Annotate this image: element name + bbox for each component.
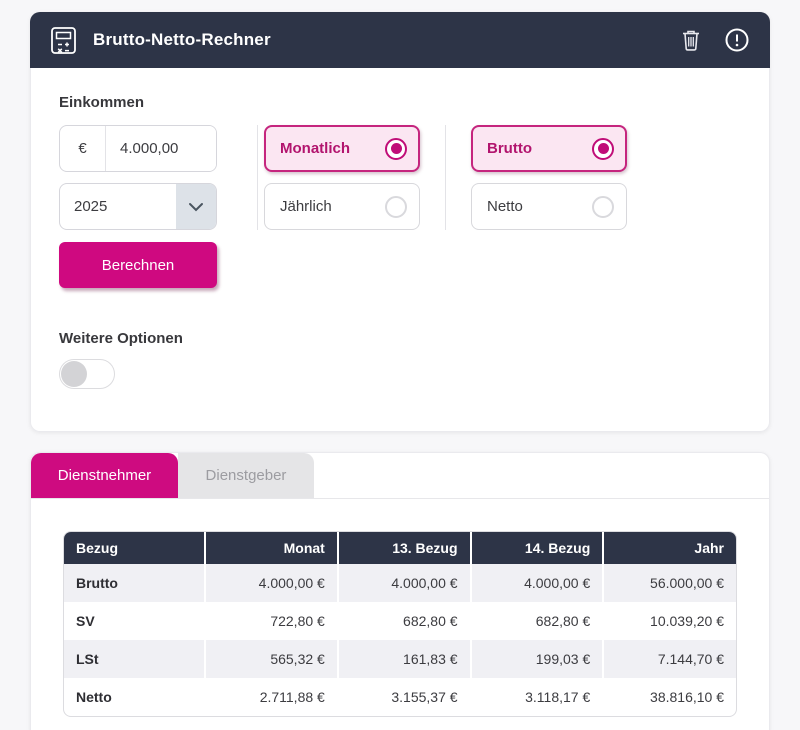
- table-cell: 4.000,00 €: [204, 564, 338, 602]
- radio-unselected-icon: [385, 195, 407, 218]
- radio-selected-icon: [385, 137, 407, 160]
- column-header: 14. Bezug: [469, 532, 604, 564]
- column-header: Bezug: [64, 532, 206, 564]
- table-cell: 56.000,00 €: [602, 564, 736, 602]
- results-table-container: Bezug Monat 13. Bezug 14. Bezug Jahr Bru…: [63, 531, 737, 717]
- radio-selected-icon: [592, 137, 614, 160]
- divider: [257, 125, 258, 230]
- radio-option-monatlich[interactable]: Monatlich: [264, 125, 420, 172]
- currency-prefix: €: [60, 126, 106, 171]
- table-cell: 161,83 €: [336, 640, 471, 678]
- row-label: Brutto: [76, 575, 118, 591]
- table-row: Brutto 4.000,00 € 4.000,00 € 4.000,00 € …: [64, 564, 736, 602]
- table-cell: 4.000,00 €: [336, 564, 471, 602]
- income-section-label: Einkommen: [59, 94, 145, 111]
- divider: [445, 125, 446, 230]
- radio-unselected-icon: [592, 195, 614, 218]
- radio-option-label: Monatlich: [280, 140, 350, 157]
- year-select-value: 2025: [74, 198, 108, 215]
- app-title: Brutto-Netto-Rechner: [93, 30, 271, 49]
- table-cell: 722,80 €: [204, 602, 338, 640]
- table-cell: 10.039,20 €: [602, 602, 736, 640]
- radio-option-brutto[interactable]: Brutto: [471, 125, 627, 172]
- table-cell: 4.000,00 €: [469, 564, 604, 602]
- row-label: Netto: [76, 689, 112, 705]
- radio-option-label: Jährlich: [280, 198, 332, 215]
- results-tabstrip: Dienstnehmer Dienstgeber: [31, 453, 769, 499]
- table-header-row: Bezug Monat 13. Bezug 14. Bezug Jahr: [64, 532, 736, 564]
- radio-option-label: Netto: [487, 198, 523, 215]
- tab-dienstnehmer[interactable]: Dienstnehmer: [31, 453, 178, 498]
- calculator-card: Brutto-Netto-Rechner: [30, 12, 770, 432]
- berechnen-button[interactable]: Berechnen: [59, 242, 217, 288]
- app-header: Brutto-Netto-Rechner: [30, 12, 770, 68]
- toggle-knob-icon: [61, 361, 87, 387]
- tab-dienstgeber[interactable]: Dienstgeber: [178, 453, 314, 498]
- amount-input-group: €: [59, 125, 217, 172]
- calculator-icon: [50, 26, 77, 55]
- row-label: LSt: [76, 651, 99, 667]
- column-header: Monat: [204, 532, 338, 564]
- table-cell: 682,80 €: [336, 602, 471, 640]
- table-row: Netto 2.711,88 € 3.155,37 € 3.118,17 € 3…: [64, 678, 736, 716]
- trash-icon[interactable]: [680, 28, 702, 52]
- period-option-group: Monatlich Jährlich: [264, 125, 420, 230]
- table-cell: 3.155,37 €: [336, 678, 471, 716]
- chevron-down-icon: [176, 184, 216, 229]
- income-form-grid: € 2025 Monatlich: [59, 125, 741, 230]
- table-cell: 2.711,88 €: [204, 678, 338, 716]
- table-row: LSt 565,32 € 161,83 € 199,03 € 7.144,70 …: [64, 640, 736, 678]
- results-card: Dienstnehmer Dienstgeber Bezug Monat 13.…: [30, 452, 770, 730]
- type-option-group: Brutto Netto: [471, 125, 627, 230]
- table-row: SV 722,80 € 682,80 € 682,80 € 10.039,20 …: [64, 602, 736, 640]
- table-cell: 38.816,10 €: [602, 678, 736, 716]
- column-header: 13. Bezug: [336, 532, 471, 564]
- info-icon[interactable]: [724, 27, 750, 53]
- results-table: Bezug Monat 13. Bezug 14. Bezug Jahr Bru…: [64, 532, 736, 716]
- amount-input[interactable]: [106, 126, 216, 171]
- more-options-toggle[interactable]: [59, 359, 115, 389]
- radio-option-label: Brutto: [487, 140, 532, 157]
- year-select[interactable]: 2025: [59, 183, 217, 230]
- income-input-column: € 2025: [59, 125, 217, 230]
- radio-option-jaehrlich[interactable]: Jährlich: [264, 183, 420, 230]
- table-cell: 7.144,70 €: [602, 640, 736, 678]
- table-cell: 199,03 €: [469, 640, 604, 678]
- table-cell: 565,32 €: [204, 640, 338, 678]
- column-header: Jahr: [602, 532, 736, 564]
- header-actions: [680, 27, 750, 53]
- table-cell: 682,80 €: [469, 602, 604, 640]
- more-options-label: Weitere Optionen: [59, 330, 183, 347]
- row-label: SV: [76, 613, 95, 629]
- calculator-form: Einkommen € 2025: [30, 68, 770, 432]
- table-cell: 3.118,17 €: [469, 678, 604, 716]
- radio-option-netto[interactable]: Netto: [471, 183, 627, 230]
